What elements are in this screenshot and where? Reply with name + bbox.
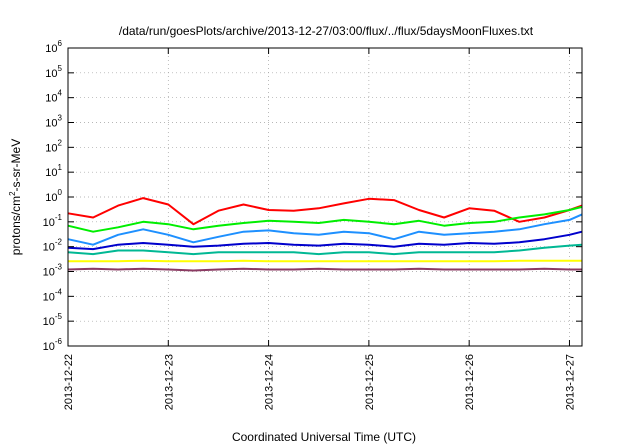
- y-tick-label: 10-3: [43, 263, 63, 279]
- y-tick-exponent: 6: [58, 39, 63, 48]
- series-line-7: [67, 267, 582, 272]
- y-tick-base: 10: [45, 43, 57, 55]
- y-tick-label: 10-5: [43, 312, 63, 328]
- y-tick-base: 10: [45, 93, 57, 105]
- x-tick-label: 2013-12-26: [464, 354, 476, 410]
- y-tick-exponent: 3: [58, 114, 63, 123]
- y-tick-exponent: -5: [55, 312, 63, 321]
- y-tick-base: 10: [43, 341, 55, 353]
- y-tick-base: 10: [45, 142, 57, 154]
- y-tick-exponent: 0: [58, 188, 63, 197]
- y-tick-exponent: -3: [55, 263, 63, 272]
- y-tick-base: 10: [45, 167, 57, 179]
- y-tick-base: 10: [43, 291, 55, 303]
- y-axis-label: protons/cm2-s-sr-MeV: [8, 139, 23, 255]
- y-tick-base: 10: [45, 118, 57, 130]
- y-tick-exponent: -4: [55, 287, 63, 296]
- y-tick-label: 10-4: [43, 287, 63, 303]
- y-tick-exponent: -6: [55, 337, 63, 346]
- y-tick-label: 100: [45, 188, 62, 204]
- y-tick-base: 10: [43, 267, 55, 279]
- y-tick-exponent: 1: [58, 163, 63, 172]
- x-tick-label: 2013-12-24: [264, 354, 276, 410]
- x-axis: 2013-12-22 2013-12-23 2013-12-24 2013-12-25…: [63, 48, 576, 410]
- y-tick-base: 10: [43, 316, 55, 328]
- y-tick-exponent: -2: [55, 238, 63, 247]
- series-line-2: [67, 205, 583, 233]
- y-tick-base: 10: [43, 242, 55, 254]
- y-tick-label: 101: [45, 163, 62, 179]
- y-axis-label-sup: 2: [8, 191, 17, 196]
- y-tick-label: 106: [45, 39, 62, 55]
- series-line-4: [67, 230, 583, 251]
- y-tick-label: 104: [45, 89, 62, 105]
- y-tick-base: 10: [45, 192, 57, 204]
- y-tick-base: 10: [43, 217, 55, 229]
- y-tick-exponent: -1: [55, 213, 63, 222]
- x-tick-label: 2013-12-22: [63, 354, 75, 410]
- y-tick-exponent: 4: [58, 89, 63, 98]
- series-line-5: [67, 243, 583, 256]
- y-axis: 10-610-510-410-310-210-11001011021031041…: [43, 39, 582, 353]
- series-line-1: [67, 197, 583, 226]
- y-tick-label: 10-2: [43, 238, 63, 254]
- x-axis-label: Coordinated Universal Time (UTC): [232, 430, 416, 444]
- y-axis-label-base: protons/cm: [9, 196, 23, 255]
- y-tick-label: 103: [45, 114, 62, 130]
- y-axis-label-rest: -s-sr-MeV: [9, 139, 23, 192]
- y-tick-label: 10-1: [43, 213, 63, 229]
- series-line-3: [67, 213, 583, 246]
- x-tick-label: 2013-12-27: [564, 354, 576, 410]
- y-tick-label: 105: [45, 64, 62, 80]
- y-tick-exponent: 5: [58, 64, 63, 73]
- x-tick-label: 2013-12-25: [364, 354, 376, 410]
- x-tick-label: 2013-12-23: [163, 354, 175, 410]
- y-tick-exponent: 2: [58, 138, 63, 147]
- y-tick-label: 102: [45, 138, 62, 154]
- y-tick-label: 10-6: [43, 337, 63, 353]
- y-tick-base: 10: [45, 68, 57, 80]
- chart-title: /data/run/goesPlots/archive/2013-12-27/0…: [119, 24, 534, 38]
- series-lines: [67, 197, 583, 272]
- grid-lines: [67, 47, 582, 347]
